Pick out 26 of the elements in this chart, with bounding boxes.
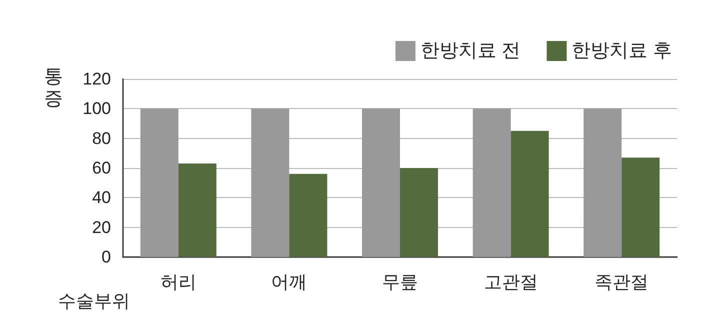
bar bbox=[472, 108, 511, 257]
bar bbox=[140, 108, 178, 257]
bar bbox=[178, 164, 216, 257]
y-tick-label: 0 bbox=[102, 248, 111, 266]
x-axis-title: 수술부위 bbox=[58, 291, 130, 311]
bar bbox=[400, 168, 438, 257]
y-tick-label: 120 bbox=[82, 70, 111, 88]
bar bbox=[510, 130, 549, 257]
x-tick-label: 무릎 bbox=[382, 272, 418, 292]
y-tick-label: 80 bbox=[92, 128, 111, 148]
bar bbox=[289, 174, 328, 257]
bar bbox=[251, 108, 290, 257]
y-tick-label: 40 bbox=[92, 188, 111, 208]
y-tick-label: 60 bbox=[92, 158, 111, 178]
legend-label: 한방치료 후 bbox=[572, 40, 672, 62]
bar bbox=[622, 158, 660, 257]
y-axis-title: 통증 bbox=[44, 66, 63, 110]
x-tick-label: 족관절 bbox=[594, 272, 649, 292]
bar bbox=[362, 108, 400, 257]
y-tick-label: 100 bbox=[82, 99, 111, 118]
y-tick-label: 20 bbox=[92, 218, 111, 237]
x-tick-label: 어깨 bbox=[271, 272, 308, 292]
x-tick-label: 허리 bbox=[160, 272, 196, 292]
x-tick-label: 고관절 bbox=[484, 272, 538, 292]
bar bbox=[584, 108, 622, 257]
legend-label: 한방치료 전 bbox=[420, 40, 521, 62]
